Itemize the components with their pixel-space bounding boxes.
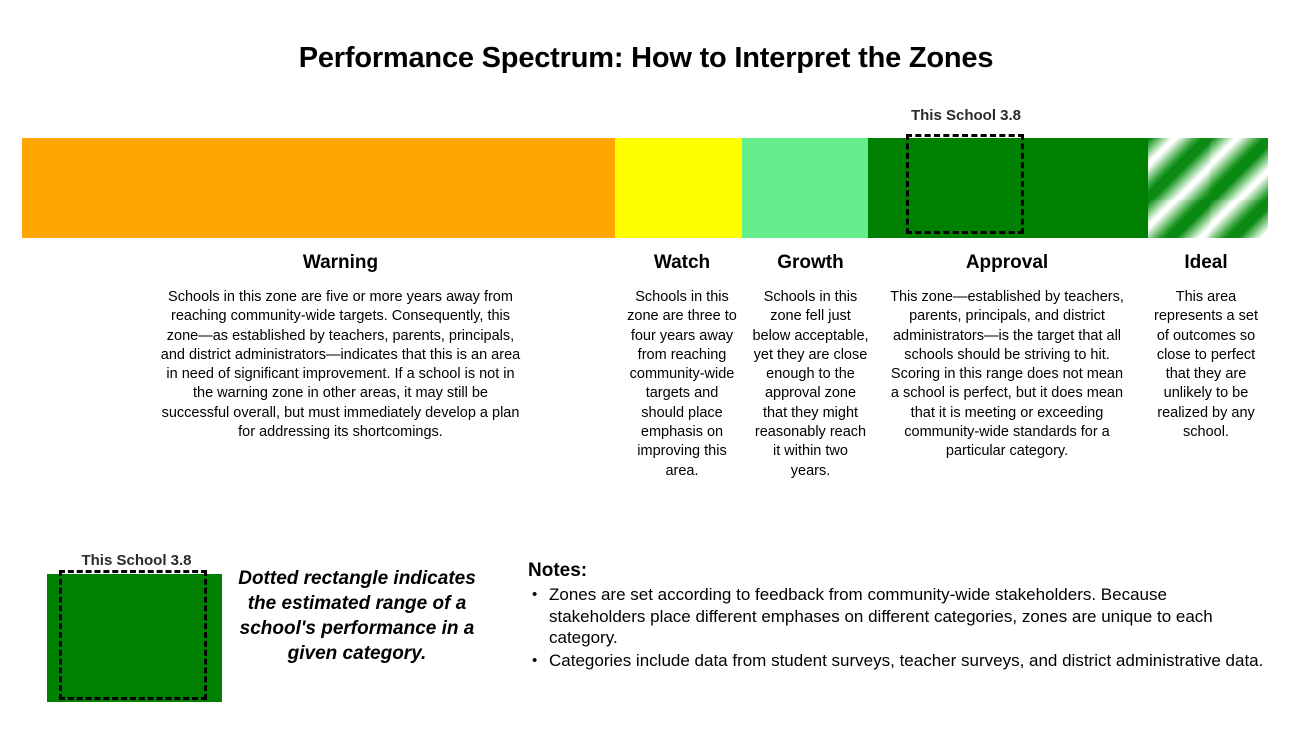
zone-heading-ideal: Ideal (1184, 252, 1228, 273)
zone-column-warning: Warning Schools in this zone are five or… (160, 252, 521, 442)
zone-description-ideal: This area represents a set of outcomes s… (1154, 289, 1258, 441)
notes-list-item: • Zones are set according to feedback fr… (528, 584, 1268, 649)
spectrum-zone-approval (868, 138, 1148, 238)
bullet-icon: • (532, 586, 538, 603)
spectrum-bar: This School 3.8 (22, 107, 1268, 238)
legend-caption: Dotted rectangle indicates the estimated… (238, 568, 476, 664)
zone-heading-watch: Watch (653, 252, 711, 273)
notes-section: Notes: • Zones are set according to feed… (528, 560, 1268, 672)
spectrum-zone-ideal (1148, 138, 1268, 238)
spectrum-zone-watch (615, 138, 742, 238)
zone-description-columns: Warning Schools in this zone are five or… (22, 252, 1268, 522)
bullet-icon: • (532, 651, 538, 669)
legend: This School 3.8 Dotted rectangle indicat… (47, 552, 477, 702)
legend-dotted-rectangle (59, 570, 207, 700)
zone-description-warning: Schools in this zone are five or more ye… (160, 289, 521, 441)
zone-description-watch: Schools in this zone are three to four y… (627, 289, 737, 479)
legend-marker-label: This School 3.8 (81, 552, 192, 569)
notes-item-text: Categories include data from student sur… (549, 650, 1264, 670)
spectrum-zone-growth (742, 138, 868, 238)
zone-description-growth: Schools in this zone fell just below acc… (752, 289, 869, 479)
legend-approval-swatch (47, 574, 222, 702)
spectrum-zone-warning (22, 138, 615, 238)
zone-column-ideal: Ideal This area represents a set of outc… (1150, 252, 1262, 442)
notes-item-text: Zones are set according to feedback from… (549, 585, 1213, 647)
notes-list-item: • Categories include data from student s… (528, 650, 1268, 672)
zone-column-approval: Approval This zone—established by teache… (888, 252, 1126, 462)
zone-column-watch: Watch Schools in this zone are three to … (624, 252, 740, 481)
zone-heading-growth: Growth (777, 252, 844, 273)
this-school-estimate-rectangle (906, 134, 1024, 234)
this-school-marker-label: This School 3.8 (910, 107, 1022, 124)
legend-swatch-group (47, 570, 222, 702)
notes-title: Notes: (528, 560, 588, 581)
zone-column-growth: Growth Schools in this zone fell just be… (752, 252, 869, 481)
page-title: Performance Spectrum: How to Interpret t… (298, 42, 994, 74)
zone-heading-warning: Warning (302, 252, 379, 273)
zone-heading-approval: Approval (965, 252, 1049, 273)
notes-list: • Zones are set according to feedback fr… (528, 584, 1268, 671)
zone-description-approval: This zone—established by teachers, paren… (890, 289, 1124, 460)
